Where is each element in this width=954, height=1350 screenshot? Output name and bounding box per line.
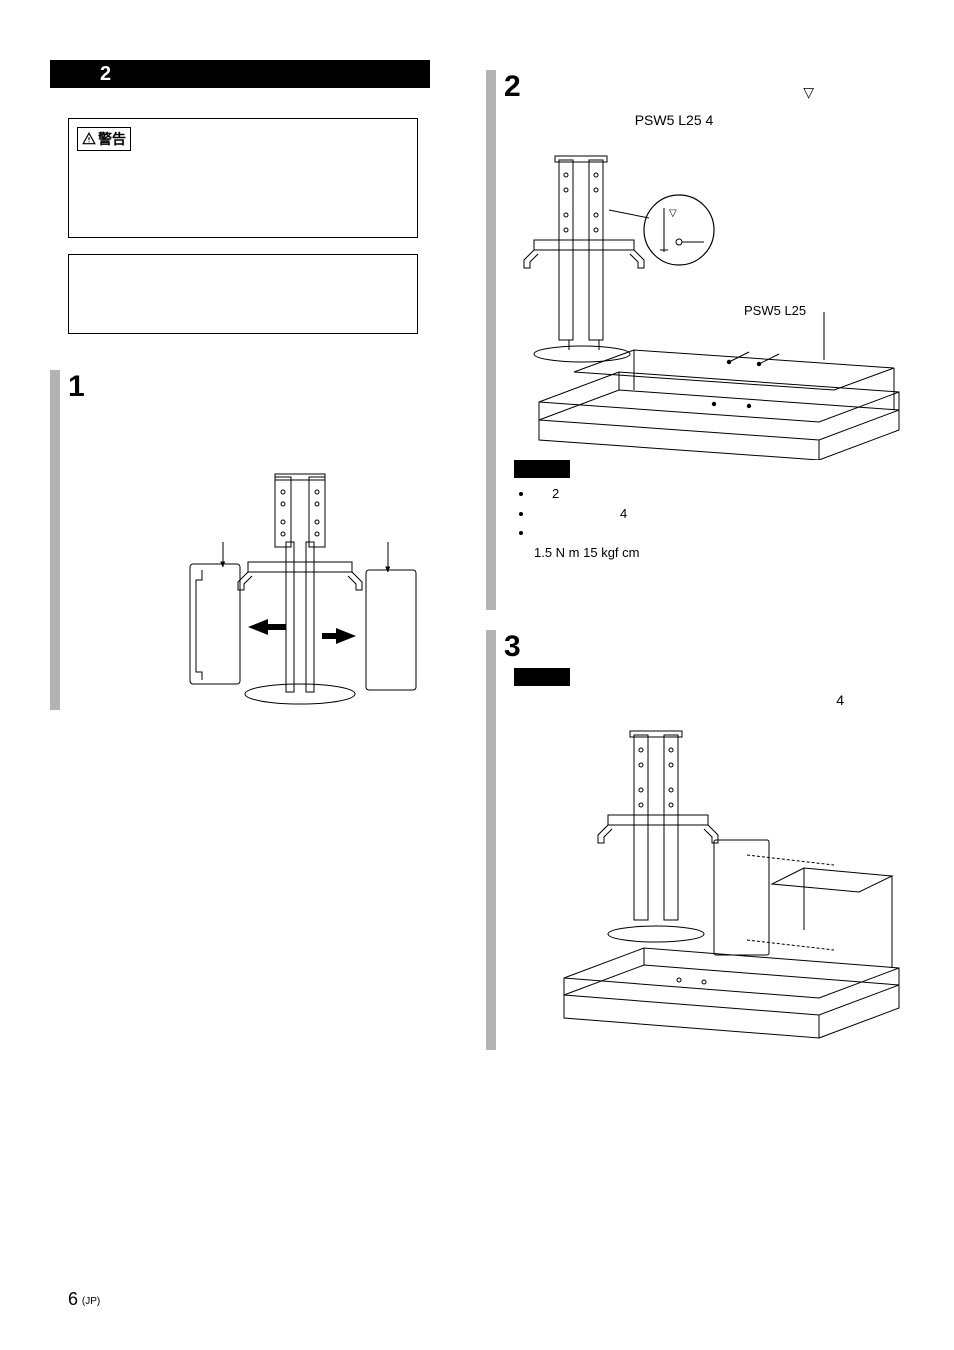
step-1-gray-bar xyxy=(50,370,60,710)
screw-spec-label: PSW5 L25 4 xyxy=(635,112,714,128)
step-3-block: 3 4 xyxy=(486,630,904,1050)
step-2-block: 2 ▽ PSW5 L25 4 xyxy=(486,70,904,610)
warning-label: 警告 xyxy=(77,127,131,151)
note-item-2: 4 xyxy=(534,504,904,524)
step-3-count: 4 xyxy=(836,692,844,708)
step-2-note-header-dark xyxy=(514,460,570,478)
section-header-label: 2 xyxy=(100,63,111,86)
section-header-bar: 2 xyxy=(50,60,430,88)
right-column: 2 ▽ PSW5 L25 4 xyxy=(486,60,904,1310)
note-item-2-text: 4 xyxy=(534,506,627,521)
step-1-svg xyxy=(128,422,428,712)
step-2-svg: ▽ PSW5 L25 xyxy=(504,140,904,460)
note-item-1: 2 xyxy=(534,484,904,504)
note-item-1-text: 2 xyxy=(534,486,559,501)
step-2-triangle-marker: ▽ xyxy=(504,84,904,102)
step-1-block: 1 xyxy=(50,370,456,712)
step-1-diagram xyxy=(68,422,456,712)
page-number: 6 xyxy=(68,1289,78,1309)
secondary-note-box xyxy=(68,254,418,334)
step-1-number: 1 xyxy=(68,370,456,402)
page-locale: (JP) xyxy=(82,1296,100,1307)
page-container: 2 警告 1 xyxy=(50,60,904,1310)
warning-triangle-icon xyxy=(82,132,96,146)
note-torque-text: 1.5 N m 15 kgf cm xyxy=(534,545,639,560)
step-3-note-header-dark xyxy=(514,668,570,686)
warning-text: 警告 xyxy=(98,129,126,149)
left-column: 2 警告 1 xyxy=(50,60,456,1310)
step-2-notes: 2 4 1.5 N m 15 kgf cm xyxy=(514,460,904,562)
step-3-diagram xyxy=(504,720,904,1040)
svg-text:▽: ▽ xyxy=(669,208,677,219)
step-2-gray-bar xyxy=(486,70,496,610)
triangle-marker-text: ▽ xyxy=(803,84,814,100)
step-2-diagram: ▽ PSW5 L25 xyxy=(504,140,904,460)
step-3-svg xyxy=(504,720,904,1040)
step-3-number: 3 xyxy=(504,630,904,662)
step-3-gray-bar xyxy=(486,630,496,1050)
warning-box: 警告 xyxy=(68,118,418,238)
page-footer: 6 (JP) xyxy=(68,1289,100,1310)
note-item-3: 1.5 N m 15 kgf cm xyxy=(534,523,904,562)
screw-callout-svgtext: PSW5 L25 xyxy=(744,303,806,318)
